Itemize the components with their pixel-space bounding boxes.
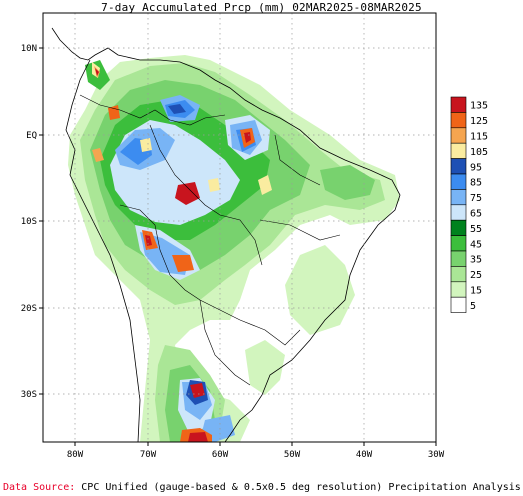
lat-label-10n: 10N — [21, 44, 37, 54]
colorbar-swatch — [450, 250, 467, 267]
colorbar-swatch — [450, 235, 467, 252]
lon-label-40w: 40W — [356, 450, 373, 460]
country-borders — [79, 94, 341, 386]
lon-label-80w: 80W — [67, 450, 84, 460]
colorbar-swatch — [450, 96, 467, 113]
data-source-label: Data Source: — [3, 482, 76, 493]
precipitation-field — [68, 55, 400, 442]
colorbar-swatch — [450, 112, 467, 129]
colorbar-swatch — [450, 173, 467, 190]
colorbar-label: 65 — [470, 209, 482, 220]
colorbar-swatch — [450, 296, 467, 313]
data-source: Data Source: CPC Unified (gauge-based & … — [3, 482, 521, 493]
colorbar-label: 45 — [470, 239, 482, 250]
colorbar-swatch — [450, 189, 467, 206]
lat-label-30s: 30S — [21, 390, 37, 400]
colorbar-label: 15 — [470, 286, 482, 297]
data-source-text: CPC Unified (gauge-based & 0.5x0.5 deg r… — [81, 482, 521, 493]
colorbar-label: 5 — [470, 301, 476, 312]
lon-label-50w: 50W — [284, 450, 301, 460]
colorbar-swatch — [450, 127, 467, 144]
lon-ticks — [74, 442, 437, 446]
colorbar-label: 95 — [470, 162, 482, 173]
colorbar-swatch — [450, 281, 467, 298]
colorbar-label: 75 — [470, 193, 482, 204]
lon-label-30w: 30W — [428, 450, 445, 460]
lon-label-70w: 70W — [140, 450, 157, 460]
lat-label-eq: EQ — [26, 131, 37, 141]
lat-ticks — [39, 47, 43, 395]
lon-label-60w: 60W — [212, 450, 229, 460]
colorbar-label: 105 — [470, 147, 488, 158]
lat-label-10s: 10S — [21, 217, 37, 227]
colorbar-swatch — [450, 142, 467, 159]
colorbar-label: 125 — [470, 116, 488, 127]
colorbar-label: 35 — [470, 255, 482, 266]
map-frame — [42, 12, 437, 443]
colorbar-swatch — [450, 204, 467, 221]
colorbar-label: 85 — [470, 178, 482, 189]
colorbar-label: 55 — [470, 224, 482, 235]
colorbar: 135 125 115 105 95 85 75 65 55 45 35 25 15 5 — [450, 96, 488, 313]
colorbar-label: 115 — [470, 132, 488, 143]
colorbar-swatch — [450, 219, 467, 236]
lat-label-20s: 20S — [21, 304, 37, 314]
map-title: 7-day Accumulated Prcp (mm) 02MAR2025-08… — [101, 1, 422, 14]
colorbar-swatch — [450, 158, 467, 175]
colorbar-swatch — [450, 266, 467, 283]
colorbar-label: 135 — [470, 101, 488, 112]
grid-lines — [43, 13, 436, 442]
colorbar-label: 25 — [470, 270, 482, 281]
